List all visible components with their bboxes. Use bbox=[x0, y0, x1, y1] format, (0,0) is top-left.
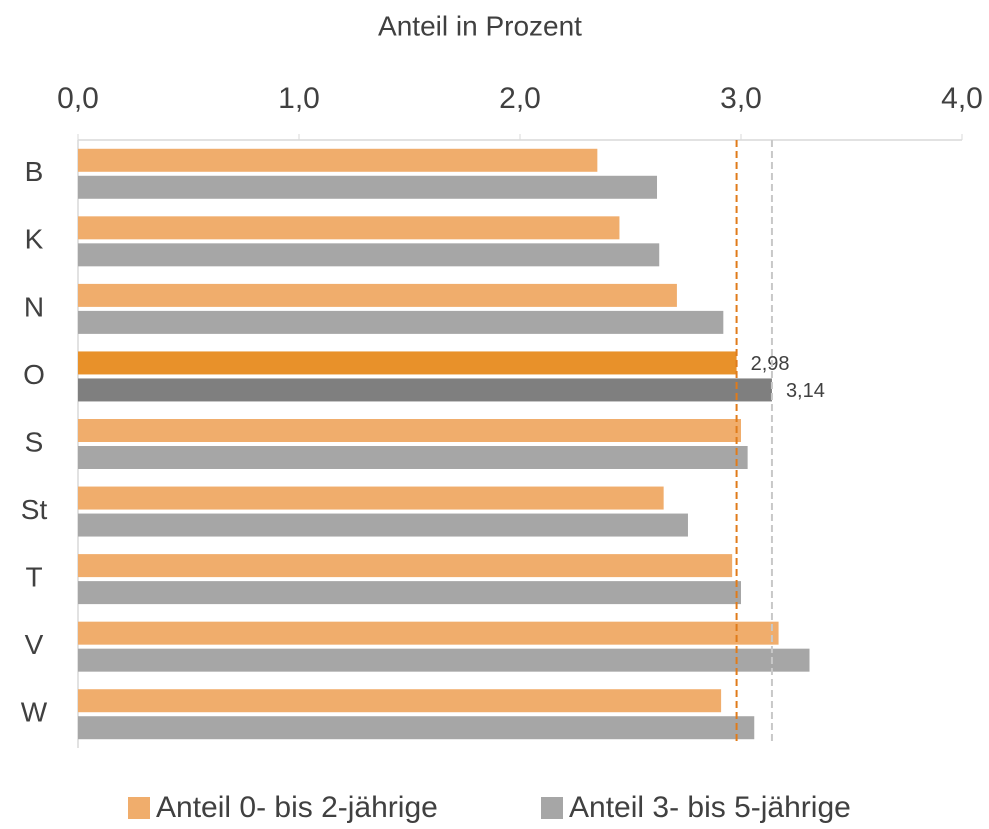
x-tick-label: 2,0 bbox=[499, 82, 541, 115]
y-tick-label: St bbox=[21, 494, 48, 525]
bar bbox=[78, 351, 737, 375]
y-tick-label: T bbox=[25, 562, 42, 593]
bar bbox=[78, 446, 748, 469]
y-tick-label: B bbox=[25, 156, 44, 187]
x-tick-label: 3,0 bbox=[720, 82, 762, 115]
x-tick-label: 0,0 bbox=[57, 82, 99, 115]
bar bbox=[78, 513, 688, 537]
bar bbox=[78, 486, 664, 510]
legend-swatch bbox=[128, 797, 150, 819]
bar bbox=[78, 175, 658, 199]
legend-swatch bbox=[541, 797, 563, 819]
bar bbox=[78, 648, 810, 672]
y-tick-label: O bbox=[23, 359, 45, 390]
x-tick-label: 1,0 bbox=[278, 82, 320, 115]
bar bbox=[78, 216, 620, 240]
bar bbox=[78, 148, 598, 172]
legend-label: Anteil 0- bis 2-jährige bbox=[156, 791, 438, 824]
legend-label: Anteil 3- bis 5-jährige bbox=[569, 791, 851, 824]
data-label: 2,98 bbox=[751, 353, 790, 375]
bar bbox=[78, 283, 677, 307]
bar bbox=[78, 378, 772, 402]
x-tick-label: 4,0 bbox=[941, 82, 983, 115]
y-tick-label: K bbox=[25, 224, 44, 255]
y-tick-label: V bbox=[25, 629, 44, 660]
y-tick-label: W bbox=[21, 697, 48, 728]
y-tick-label: S bbox=[25, 426, 44, 457]
axis-title: Anteil in Prozent bbox=[378, 10, 582, 41]
data-label: 3,14 bbox=[786, 380, 825, 402]
bar bbox=[78, 419, 741, 442]
bar bbox=[78, 554, 733, 578]
bar bbox=[78, 243, 660, 267]
bar bbox=[78, 716, 755, 740]
y-tick-label: N bbox=[24, 291, 44, 322]
bar bbox=[78, 689, 722, 713]
bar bbox=[78, 621, 779, 645]
bar bbox=[78, 310, 724, 334]
bar bbox=[78, 581, 741, 605]
